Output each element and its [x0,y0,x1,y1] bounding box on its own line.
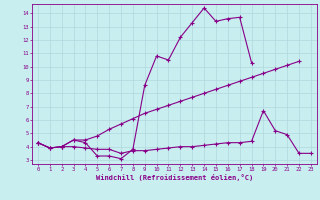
X-axis label: Windchill (Refroidissement éolien,°C): Windchill (Refroidissement éolien,°C) [96,174,253,181]
